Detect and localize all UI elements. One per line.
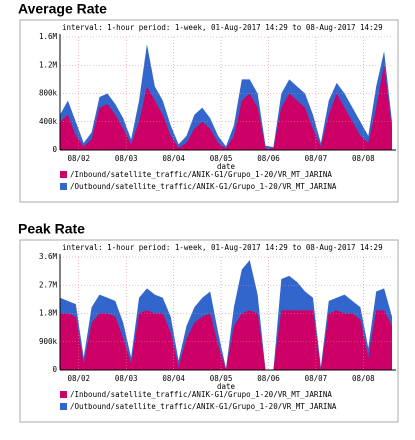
y-tick-label: 1.6M [39,32,58,41]
x-tick-label: 08/03 [115,154,138,163]
x-tick-label: 08/03 [115,374,138,383]
legend-label: /Outbound/satellite_traffic/ANIK-G1/Grup… [70,182,337,191]
x-tick-label: 08/04 [162,154,185,163]
y-tick-label: 0 [52,365,57,374]
legend-label: /Inbound/satellite_traffic/ANIK-G1/Grupo… [70,390,332,399]
legend-label: /Inbound/satellite_traffic/ANIK-G1/Grupo… [70,170,332,179]
y-tick-label: 800k [39,89,58,98]
x-axis-label: date [217,162,236,171]
x-tick-label: 08/07 [305,374,328,383]
y-tick-label: 900k [39,337,58,346]
chart-subtitle: interval: 1-hour period: 1-week, 01-Aug-… [62,23,383,32]
x-tick-label: 08/08 [352,154,375,163]
area [60,310,392,370]
legend-swatch [60,171,67,178]
x-tick-label: 08/07 [305,154,328,163]
legend-swatch [60,183,67,190]
legend-swatch [60,391,67,398]
y-tick-label: 1.8M [39,309,58,318]
y-tick-label: 400k [39,117,58,126]
chart-subtitle: interval: 1-hour period: 1-week, 01-Aug-… [62,243,383,252]
x-tick-label: 08/08 [352,374,375,383]
y-tick-label: 3.6M [39,252,58,261]
chart-title: Peak Rate [18,221,85,237]
y-tick-label: 1.2M [39,60,58,69]
y-tick-label: 0 [52,145,57,154]
x-axis-label: date [217,382,236,391]
x-tick-label: 08/06 [257,374,280,383]
legend-swatch [60,403,67,410]
legend-label: /Outbound/satellite_traffic/ANIK-G1/Grup… [70,402,337,411]
x-tick-label: 08/05 [210,154,233,163]
x-tick-label: 08/02 [67,374,90,383]
y-tick-label: 2.7M [39,280,58,289]
area [60,65,392,150]
x-tick-label: 08/04 [162,374,185,383]
x-tick-label: 08/02 [67,154,90,163]
chart-title: Average Rate [18,1,107,17]
x-tick-label: 08/06 [257,154,280,163]
x-tick-label: 08/05 [210,374,233,383]
